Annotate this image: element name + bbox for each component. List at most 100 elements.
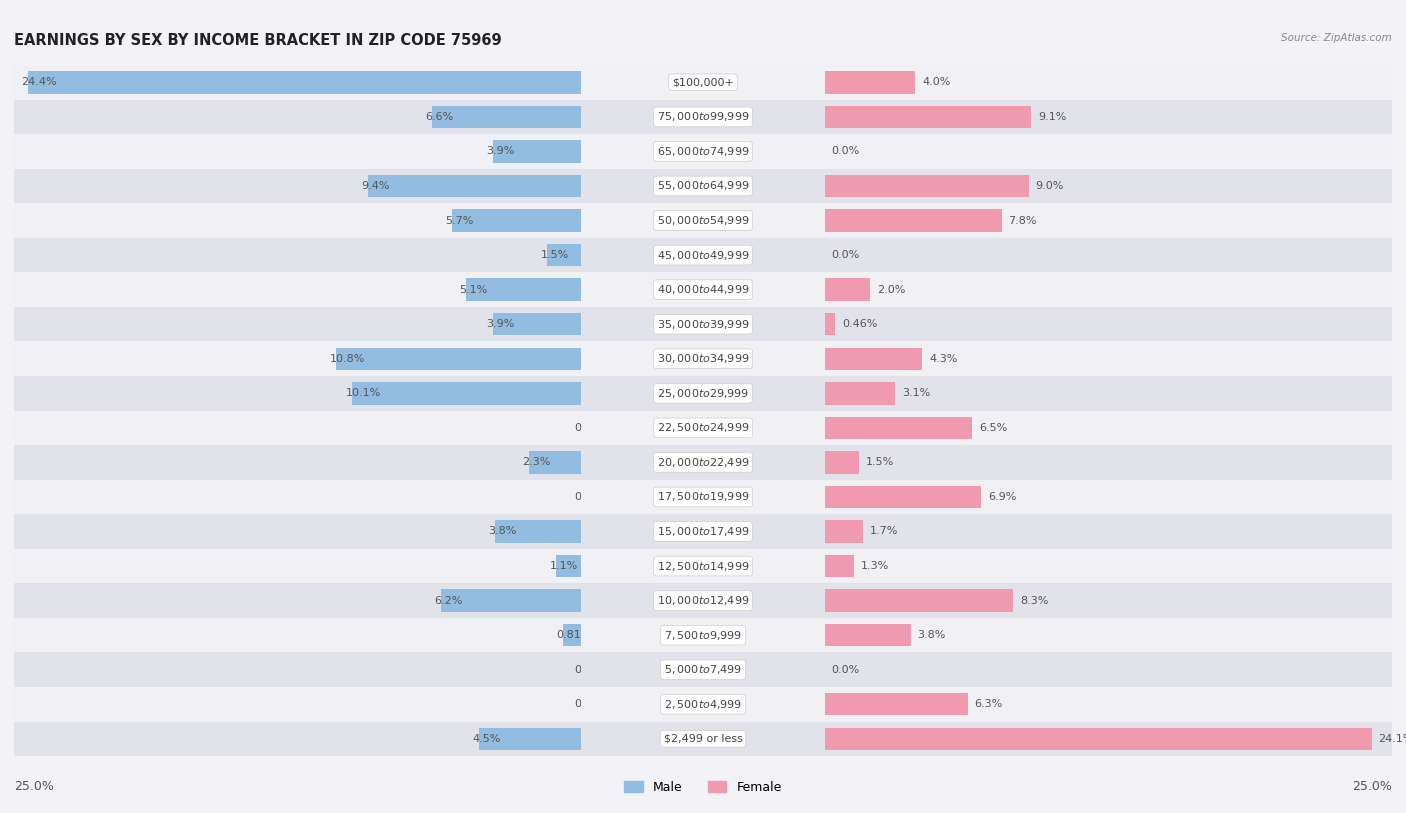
Text: $45,000 to $49,999: $45,000 to $49,999: [657, 249, 749, 262]
Text: $15,000 to $17,499: $15,000 to $17,499: [657, 525, 749, 538]
Text: 0.0%: 0.0%: [575, 665, 603, 675]
Bar: [824, 515, 1392, 549]
Bar: [824, 687, 1392, 722]
Legend: Male, Female: Male, Female: [619, 776, 787, 798]
Text: 1.7%: 1.7%: [870, 527, 898, 537]
Bar: [582, 134, 824, 169]
Text: 0.0%: 0.0%: [575, 423, 603, 433]
Text: 25.0%: 25.0%: [14, 780, 53, 793]
Bar: [582, 376, 824, 411]
Bar: [353, 382, 582, 405]
Bar: [824, 554, 853, 577]
Text: $20,000 to $22,499: $20,000 to $22,499: [657, 456, 749, 469]
Bar: [440, 589, 582, 612]
Bar: [562, 624, 582, 646]
Text: 0.46%: 0.46%: [842, 320, 877, 329]
Text: $50,000 to $54,999: $50,000 to $54,999: [657, 214, 749, 227]
Bar: [582, 272, 824, 307]
Text: $17,500 to $19,999: $17,500 to $19,999: [657, 490, 749, 503]
Bar: [582, 237, 824, 272]
Bar: [824, 624, 911, 646]
Bar: [824, 446, 1392, 480]
Bar: [824, 106, 1031, 128]
Text: $12,500 to $14,999: $12,500 to $14,999: [657, 559, 749, 572]
Bar: [824, 209, 1001, 232]
Bar: [824, 382, 896, 405]
Bar: [824, 341, 1392, 376]
Bar: [582, 411, 824, 446]
Bar: [529, 451, 582, 474]
Text: 7.8%: 7.8%: [1008, 215, 1036, 225]
Text: 25.0%: 25.0%: [1353, 780, 1392, 793]
Bar: [14, 480, 582, 515]
Text: 0.0%: 0.0%: [831, 146, 859, 156]
Text: 1.5%: 1.5%: [540, 250, 569, 260]
Bar: [824, 652, 1392, 687]
Bar: [824, 722, 1392, 756]
Bar: [557, 554, 582, 577]
Text: $30,000 to $34,999: $30,000 to $34,999: [657, 352, 749, 365]
Bar: [824, 416, 972, 439]
Text: $65,000 to $74,999: $65,000 to $74,999: [657, 145, 749, 158]
Bar: [824, 347, 922, 370]
Bar: [582, 307, 824, 341]
Bar: [824, 411, 1392, 446]
Text: Source: ZipAtlas.com: Source: ZipAtlas.com: [1281, 33, 1392, 42]
Bar: [14, 687, 582, 722]
Bar: [14, 376, 582, 411]
Text: 1.5%: 1.5%: [866, 458, 894, 467]
Text: $5,000 to $7,499: $5,000 to $7,499: [664, 663, 742, 676]
Text: 3.1%: 3.1%: [901, 389, 929, 398]
Text: $2,500 to $4,999: $2,500 to $4,999: [664, 698, 742, 711]
Bar: [582, 722, 824, 756]
Text: $2,499 or less: $2,499 or less: [664, 734, 742, 744]
Text: $100,000+: $100,000+: [672, 77, 734, 87]
Text: 24.1%: 24.1%: [1378, 734, 1406, 744]
Bar: [824, 693, 967, 715]
Text: 8.3%: 8.3%: [1019, 596, 1047, 606]
Text: 0.0%: 0.0%: [831, 665, 859, 675]
Text: 2.0%: 2.0%: [877, 285, 905, 294]
Bar: [824, 134, 1392, 169]
Bar: [824, 618, 1392, 652]
Text: $75,000 to $99,999: $75,000 to $99,999: [657, 111, 749, 124]
Bar: [824, 728, 1371, 750]
Bar: [582, 446, 824, 480]
Bar: [824, 584, 1392, 618]
Bar: [824, 237, 1392, 272]
Bar: [14, 618, 582, 652]
Text: 1.1%: 1.1%: [550, 561, 578, 571]
Text: 6.2%: 6.2%: [434, 596, 463, 606]
Bar: [453, 209, 582, 232]
Text: $35,000 to $39,999: $35,000 to $39,999: [657, 318, 749, 331]
Text: 4.3%: 4.3%: [929, 354, 957, 363]
Text: 3.8%: 3.8%: [918, 630, 946, 640]
Text: EARNINGS BY SEX BY INCOME BRACKET IN ZIP CODE 75969: EARNINGS BY SEX BY INCOME BRACKET IN ZIP…: [14, 33, 502, 47]
Bar: [14, 203, 582, 237]
Bar: [824, 589, 1012, 612]
Text: 4.5%: 4.5%: [472, 734, 501, 744]
Text: 4.0%: 4.0%: [922, 77, 950, 87]
Bar: [14, 722, 582, 756]
Bar: [14, 341, 582, 376]
Bar: [582, 169, 824, 203]
Bar: [582, 618, 824, 652]
Bar: [582, 480, 824, 515]
Bar: [824, 99, 1392, 134]
Text: 24.4%: 24.4%: [21, 77, 56, 87]
Bar: [582, 584, 824, 618]
Bar: [824, 65, 1392, 99]
Bar: [824, 480, 1392, 515]
Text: 0.0%: 0.0%: [575, 492, 603, 502]
Text: 0.0%: 0.0%: [831, 250, 859, 260]
Text: 3.8%: 3.8%: [488, 527, 517, 537]
Bar: [14, 99, 582, 134]
Bar: [28, 71, 582, 93]
Bar: [582, 549, 824, 584]
Bar: [824, 169, 1392, 203]
Text: 10.1%: 10.1%: [346, 389, 381, 398]
Text: 5.1%: 5.1%: [458, 285, 486, 294]
Bar: [547, 244, 582, 267]
Bar: [824, 278, 870, 301]
Text: 1.3%: 1.3%: [860, 561, 889, 571]
